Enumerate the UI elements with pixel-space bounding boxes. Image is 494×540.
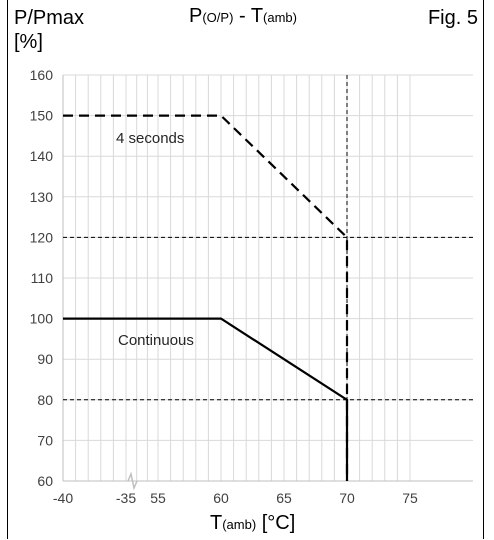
figure-label: Fig. 5 bbox=[427, 7, 478, 29]
title-sub-amb: (amb) bbox=[263, 10, 297, 25]
x-tick-label: 55 bbox=[150, 490, 166, 506]
title-p: P bbox=[189, 5, 203, 27]
x-tick-label: 65 bbox=[276, 490, 292, 506]
title-t: - T bbox=[233, 5, 264, 27]
y-tick-label: 80 bbox=[37, 392, 53, 408]
y-tick-label: 70 bbox=[37, 432, 53, 448]
series-label-continuous: Continuous bbox=[118, 332, 194, 349]
y-tick-label: 100 bbox=[30, 311, 54, 327]
xtitle-sub: (amb) bbox=[222, 517, 257, 532]
y-tick-label: 140 bbox=[30, 148, 54, 164]
y-tick-label: 160 bbox=[30, 67, 54, 83]
y-tick-label: 120 bbox=[30, 229, 54, 245]
chart-frame bbox=[7, 0, 484, 539]
x-tick-label: 75 bbox=[402, 490, 418, 506]
x-tick-label: 60 bbox=[213, 490, 229, 506]
title-sub-op: (O/P) bbox=[202, 10, 234, 25]
x-tick-label: -35 bbox=[116, 490, 136, 506]
x-axis-title: T(amb) [°C] bbox=[210, 512, 295, 535]
x-tick-label: -40 bbox=[53, 490, 73, 506]
y-axis-title: P/Pmax bbox=[14, 7, 85, 29]
series-line-4-seconds bbox=[63, 114, 349, 481]
y-tick-label: 90 bbox=[37, 351, 53, 367]
y-tick-label: 150 bbox=[30, 108, 54, 124]
xtitle-unit: [°C] bbox=[256, 512, 296, 534]
axis-break-mark bbox=[127, 471, 138, 491]
series-line-continuous bbox=[63, 317, 349, 481]
y-tick-label: 60 bbox=[37, 473, 53, 489]
xtitle-t: T bbox=[210, 512, 223, 534]
x-tick-label: 70 bbox=[339, 490, 355, 506]
y-tick-label: 110 bbox=[31, 270, 54, 286]
y-axis-unit: [%] bbox=[14, 31, 43, 53]
y-tick-label: 130 bbox=[30, 189, 54, 205]
series-label-4-seconds: 4 seconds bbox=[116, 130, 184, 147]
chart-title: P(O/P) - T(amb) bbox=[189, 6, 297, 28]
